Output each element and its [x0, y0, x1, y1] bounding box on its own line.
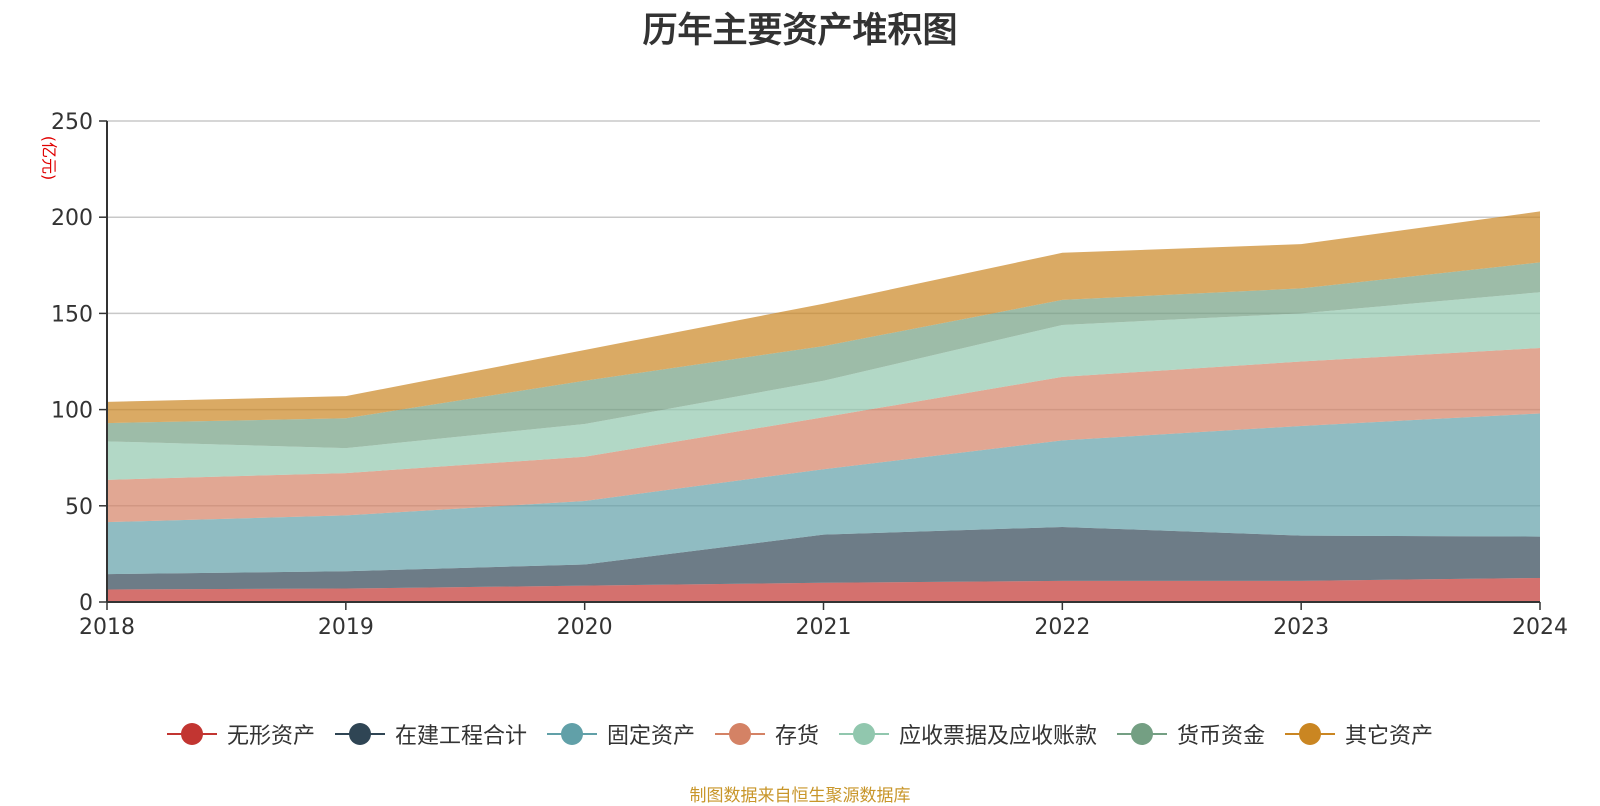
- axes: [99, 120, 1541, 610]
- legend: 无形资产 在建工程合计 固定资产 存货 应收票据及应收账款 货币资金 其它资产: [0, 718, 1600, 750]
- x-tick-label: 2018: [79, 615, 135, 640]
- legend-item[interactable]: 应收票据及应收账款: [839, 718, 1097, 750]
- legend-item[interactable]: 货币资金: [1117, 718, 1265, 750]
- legend-marker-icon: [1117, 722, 1168, 746]
- y-tick-label: 250: [51, 110, 93, 135]
- data-source-note: 制图数据来自恒生聚源数据库: [689, 786, 911, 806]
- x-tick-label: 2023: [1273, 615, 1329, 640]
- legend-item[interactable]: 其它资产: [1285, 718, 1433, 750]
- y-tick-label: 50: [65, 495, 93, 520]
- y-tick-label: 0: [79, 591, 93, 616]
- legend-label: 应收票据及应收账款: [899, 724, 1098, 749]
- legend-label: 存货: [774, 724, 819, 749]
- y-tick-label: 200: [51, 206, 93, 231]
- legend-marker-icon: [839, 722, 889, 746]
- area-series-2: [107, 526, 1540, 590]
- legend-item[interactable]: 固定资产: [546, 718, 695, 750]
- legend-item[interactable]: 存货: [714, 718, 819, 750]
- area-series-3: [107, 413, 1540, 575]
- legend-label: 在建工程合计: [394, 724, 527, 749]
- y-tick-label: 100: [51, 399, 93, 424]
- x-tick-label: 2022: [1034, 615, 1090, 640]
- legend-item[interactable]: 无形资产: [166, 718, 315, 750]
- legend-label: 货币资金: [1177, 724, 1266, 749]
- legend-marker-icon: [166, 722, 217, 746]
- area-series-7: [107, 211, 1540, 424]
- legend-marker-icon: [334, 722, 385, 746]
- area-series-5: [107, 292, 1540, 480]
- legend-label: 固定资产: [606, 724, 695, 749]
- legend-marker-icon: [1285, 722, 1336, 746]
- x-tick-label: 2019: [318, 615, 374, 640]
- x-tick-label: 2021: [796, 615, 852, 640]
- series-areas: [107, 211, 1540, 602]
- tick-labels: 0 50 100 150 200 250 2018 2019 2020 2021 2022 2023 2…: [51, 110, 1568, 640]
- area-series-4: [107, 348, 1540, 523]
- x-tick-label: 2020: [557, 615, 613, 640]
- legend-label: 无形资产: [226, 724, 315, 749]
- area-series-1: [107, 577, 1540, 602]
- y-tick-label: 150: [51, 302, 93, 327]
- chart-title: 历年主要资产堆积图: [642, 11, 958, 51]
- legend-label: 其它资产: [1345, 724, 1434, 749]
- area-series-6: [107, 262, 1540, 449]
- legend-marker-icon: [546, 722, 597, 746]
- stacked-area-chart: 0 50 100 150 200 250 2018 2019 2020 2021 2022 2023 2…: [51, 110, 1568, 640]
- x-tick-label: 2024: [1512, 615, 1568, 640]
- legend-marker-icon: [714, 722, 765, 746]
- legend-item[interactable]: 在建工程合计: [334, 718, 527, 750]
